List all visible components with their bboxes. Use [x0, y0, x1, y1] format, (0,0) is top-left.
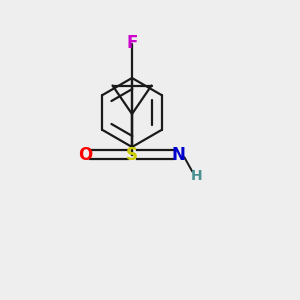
- Text: N: N: [172, 146, 185, 164]
- Text: S: S: [126, 146, 138, 164]
- Text: O: O: [78, 146, 93, 164]
- Text: F: F: [126, 34, 138, 52]
- Text: H: H: [191, 169, 202, 182]
